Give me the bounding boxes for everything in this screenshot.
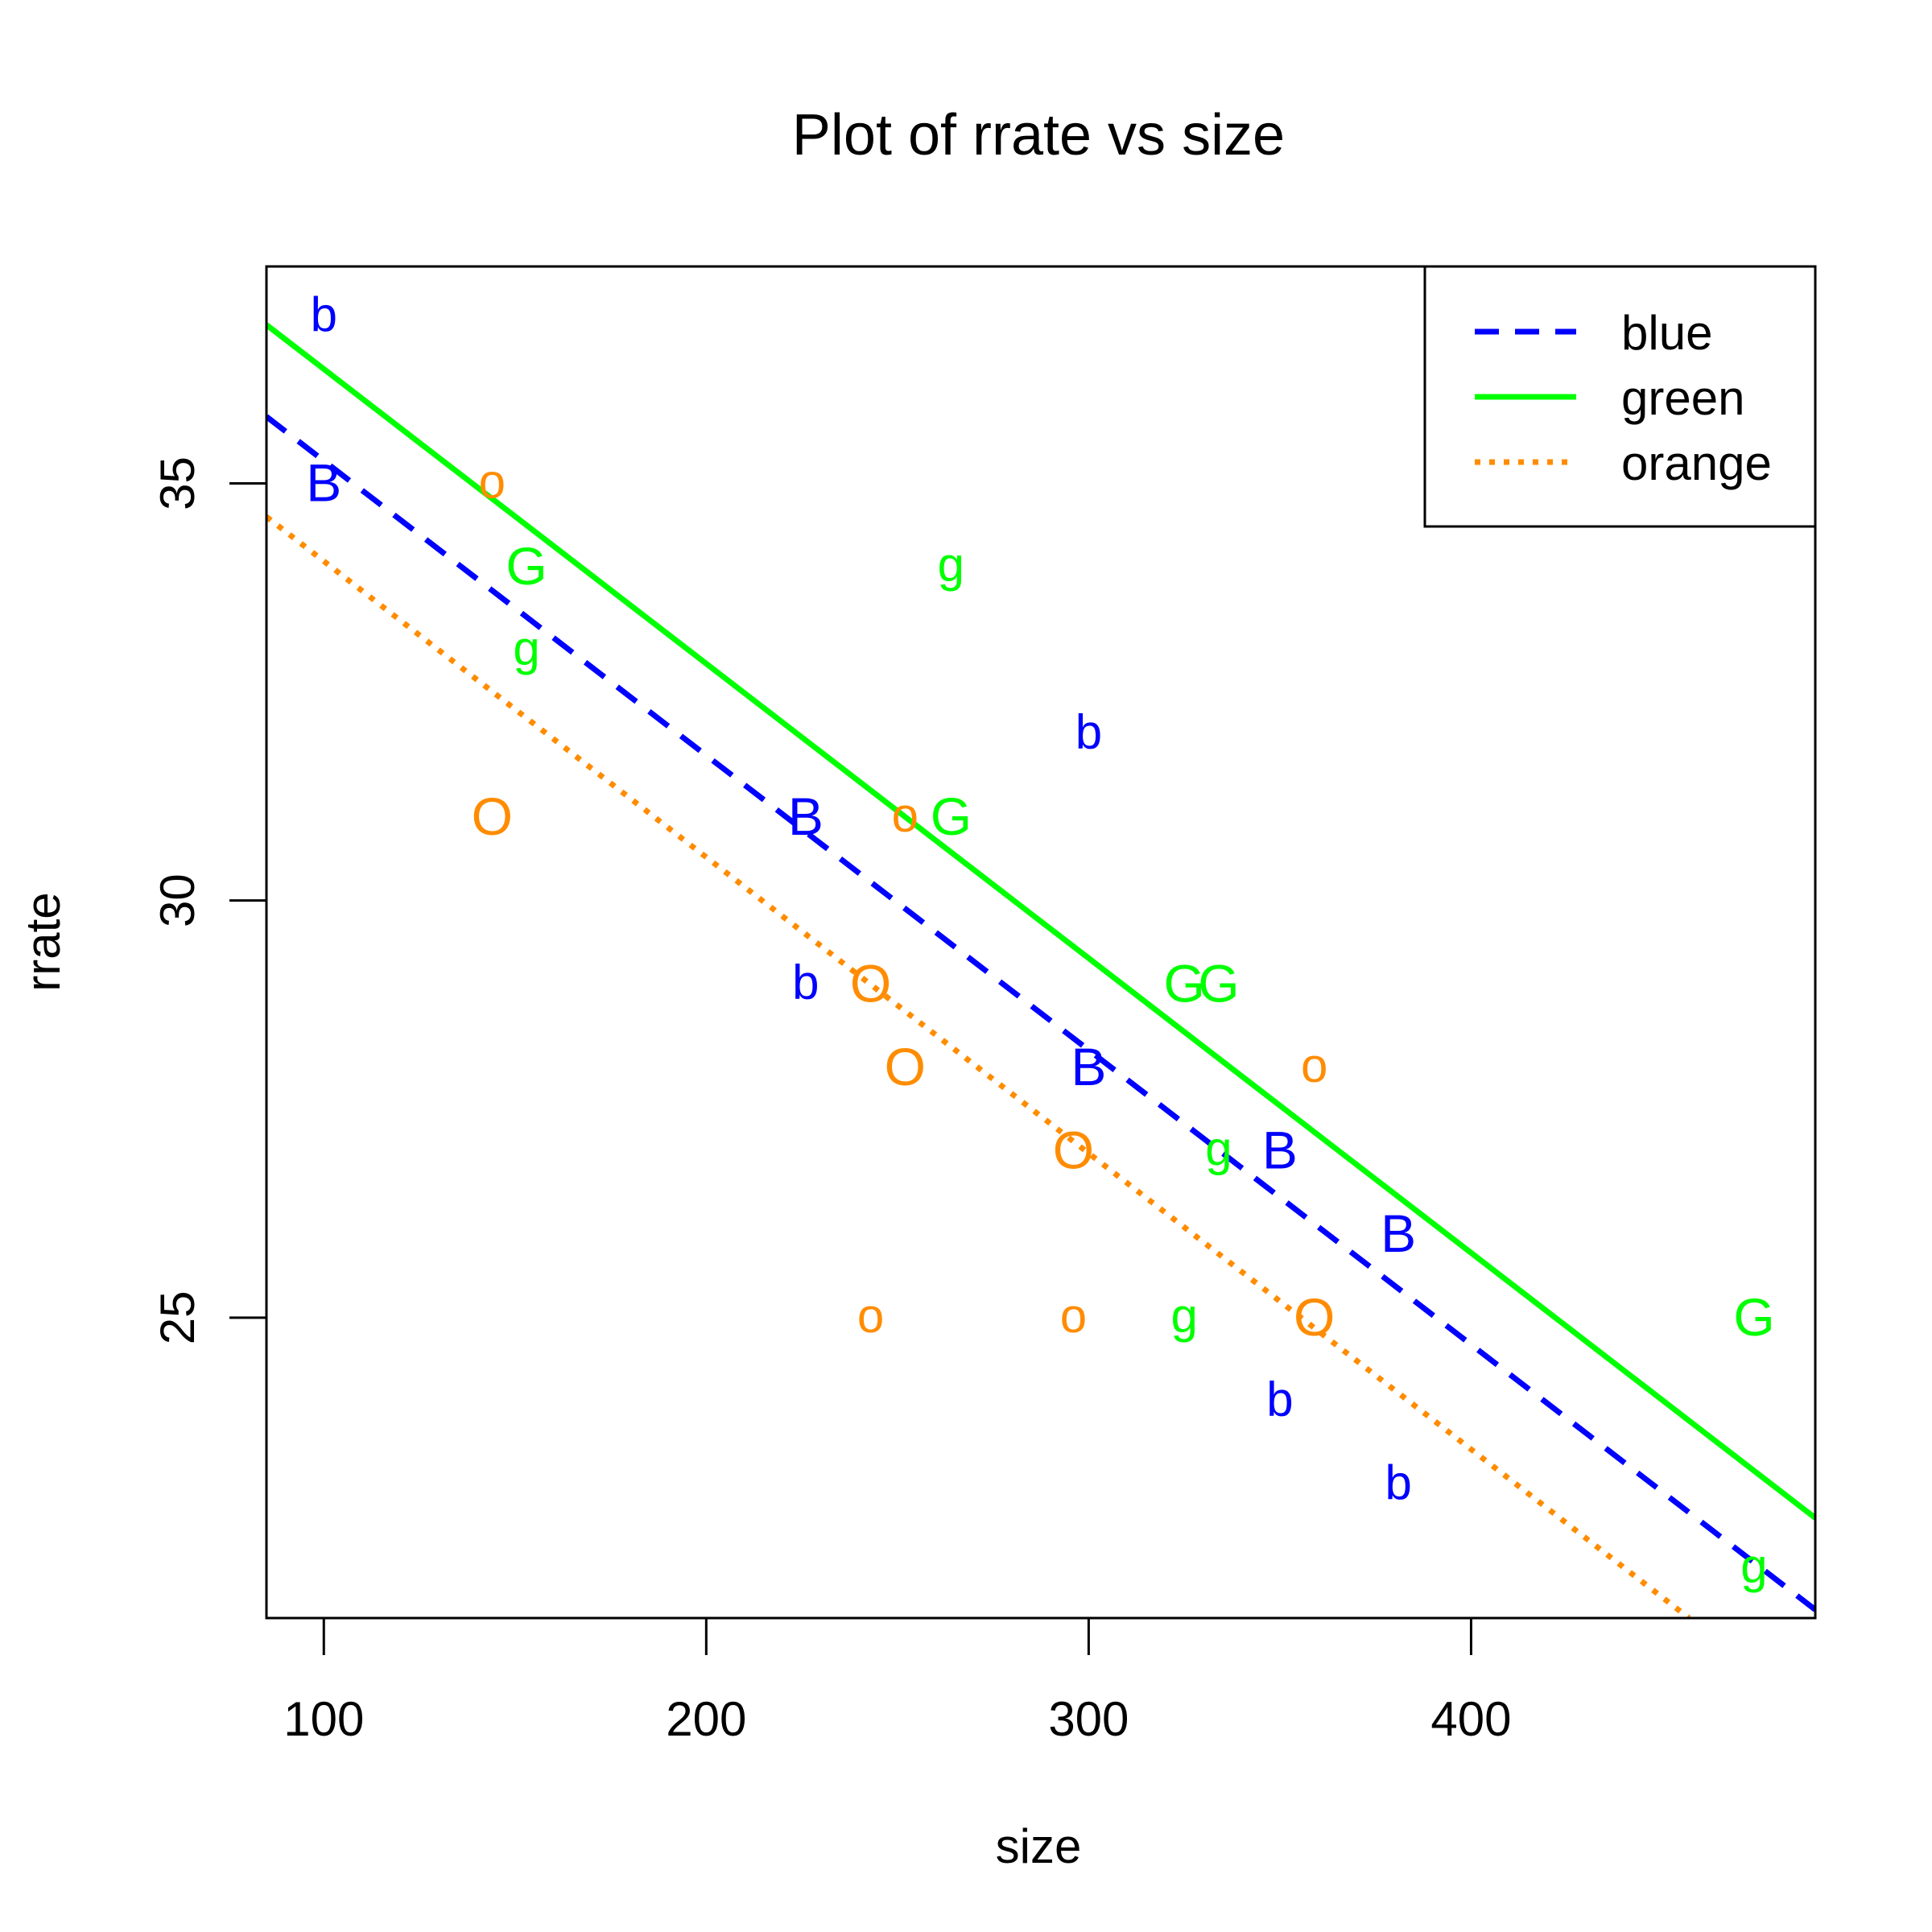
y-tick-label: 30 — [151, 873, 204, 927]
legend: blue green orange — [1423, 265, 1817, 528]
point-green: g — [513, 621, 539, 675]
point-blue: b — [1266, 1373, 1293, 1426]
legend-label-green: green — [1621, 371, 1744, 425]
point-orange: O — [850, 953, 891, 1013]
x-axis-ticks: 100 200 300 400 — [283, 1618, 1511, 1746]
point-green: g — [938, 538, 964, 592]
point-blue: B — [1262, 1121, 1298, 1180]
legend-label-orange: orange — [1621, 436, 1772, 490]
point-green: g — [1205, 1122, 1232, 1176]
x-tick-label: 100 — [283, 1692, 364, 1746]
x-tick-label: 200 — [666, 1692, 746, 1746]
fit-line-green — [266, 322, 1815, 1521]
fit-lines — [266, 322, 1815, 1618]
point-green: g — [1740, 1539, 1767, 1593]
point-green: G — [1163, 953, 1204, 1013]
point-green: G — [931, 786, 972, 846]
y-axis-label: rrate — [16, 892, 70, 991]
point-green: g — [1170, 1289, 1197, 1343]
point-blue: B — [306, 452, 341, 512]
point-orange: O — [1294, 1287, 1335, 1347]
point-blue: B — [788, 786, 824, 846]
point-green: G — [1733, 1287, 1774, 1347]
point-blue: b — [792, 955, 819, 1009]
point-blue: B — [1071, 1037, 1106, 1096]
point-orange: o — [479, 454, 506, 508]
point-orange: O — [1053, 1121, 1094, 1180]
point-orange: O — [472, 786, 513, 846]
y-tick-label: 25 — [151, 1291, 204, 1345]
y-axis-ticks: 25 30 35 — [151, 456, 266, 1344]
point-orange: o — [1301, 1038, 1327, 1092]
plot-frame — [265, 265, 1817, 1620]
legend-label-blue: blue — [1621, 306, 1712, 360]
chart-title: Plot of rrate vs size — [792, 103, 1285, 167]
point-orange: o — [892, 788, 919, 842]
x-tick-label: 400 — [1430, 1692, 1511, 1746]
x-tick-label: 300 — [1048, 1692, 1129, 1746]
point-blue: b — [1385, 1455, 1411, 1509]
point-blue: B — [1381, 1203, 1416, 1263]
fit-line-orange — [266, 514, 1691, 1618]
point-blue: b — [311, 287, 337, 341]
point-green: G — [506, 536, 547, 596]
point-orange: O — [885, 1037, 926, 1096]
point-orange: o — [857, 1289, 884, 1343]
point-blue: b — [1075, 704, 1102, 758]
x-axis-label: size — [996, 1819, 1082, 1873]
fit-line-blue — [266, 414, 1815, 1612]
point-orange: o — [1060, 1289, 1087, 1343]
point-green: G — [1198, 953, 1239, 1013]
y-tick-label: 35 — [151, 456, 204, 510]
